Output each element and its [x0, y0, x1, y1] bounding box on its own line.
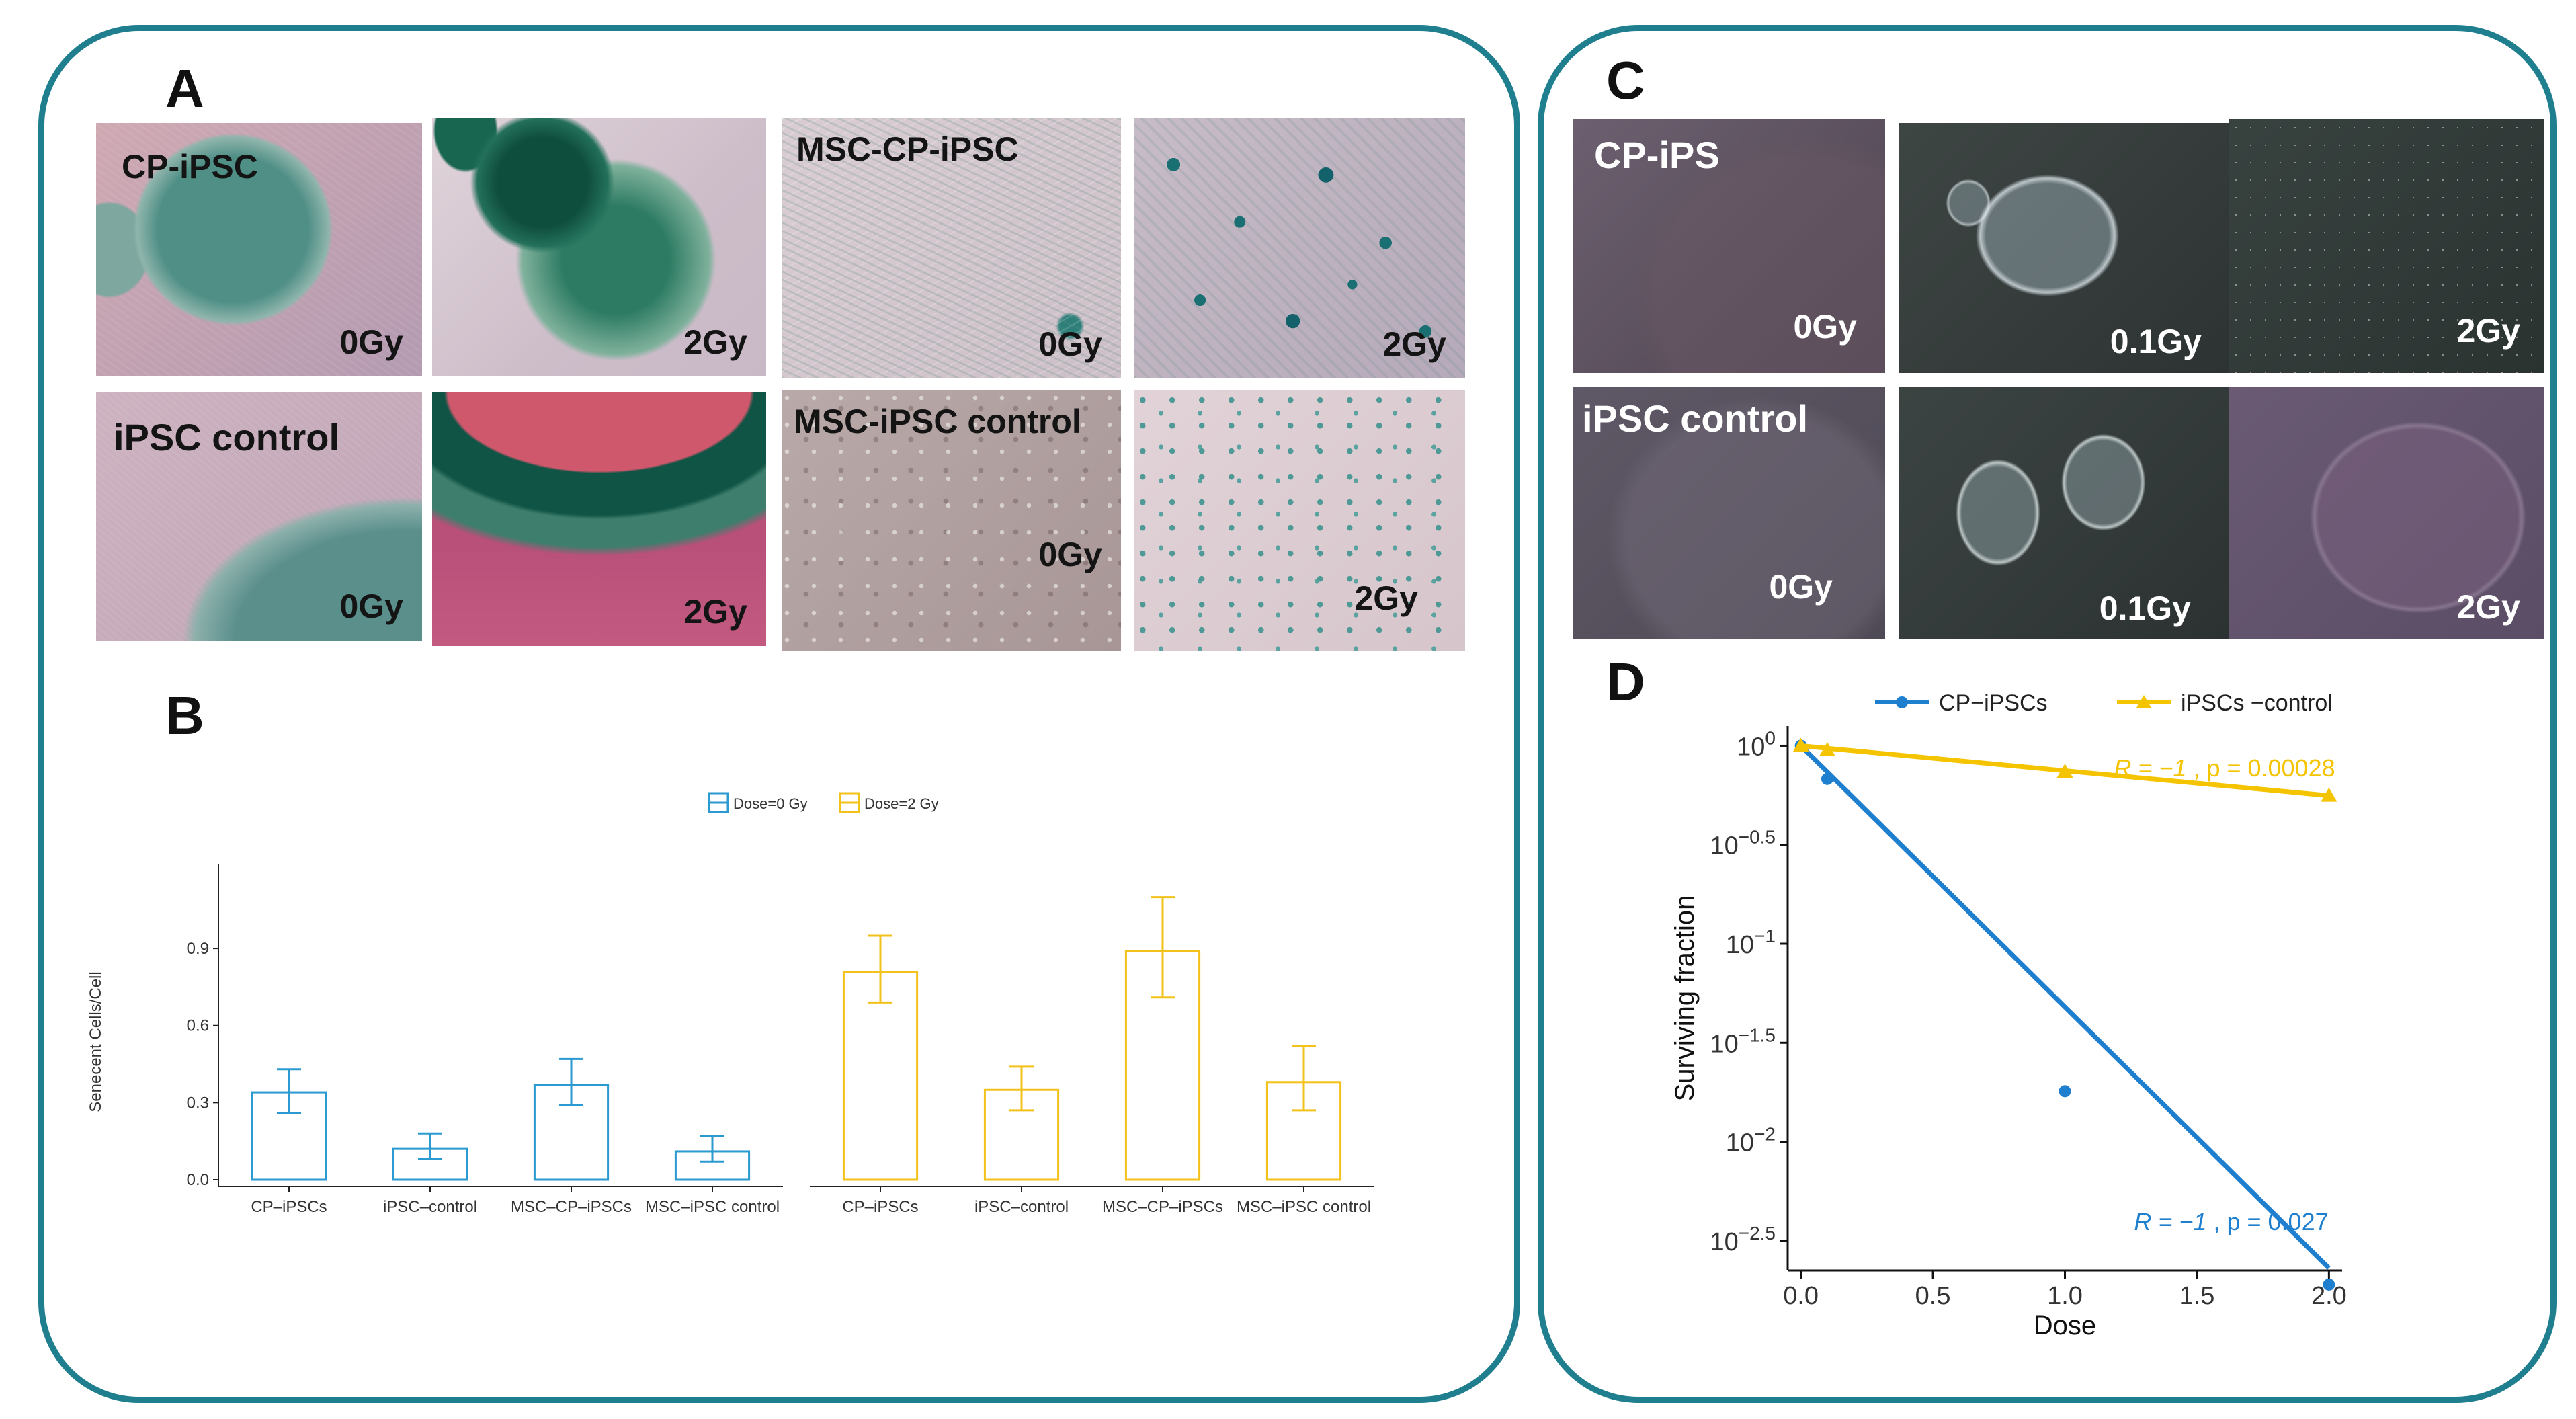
y-axis-label: Surviving fraction	[1670, 895, 1700, 1102]
micrograph-dose-label: 2Gy	[1382, 325, 1446, 363]
micrograph-group-label: CP-iPSC	[122, 148, 258, 186]
data-point	[2321, 787, 2337, 802]
data-point	[1819, 742, 1835, 757]
legend-label: iPSCs −control	[2181, 690, 2333, 716]
micrograph-cp-ipsc-2gy: 2Gy	[432, 118, 766, 376]
x-tick-label: MSC–iPSC control	[645, 1198, 780, 1216]
x-tick-label: MSC–CP–iPSCs	[511, 1198, 632, 1216]
data-point	[2323, 1278, 2335, 1291]
micrograph-dose-label: 0Gy	[1038, 536, 1102, 573]
data-point	[1792, 737, 1809, 752]
y-axis-label: Senecent Cells/Cell	[87, 971, 105, 1112]
x-tick-label: CP–iPSCs	[842, 1198, 918, 1216]
y-tick-label: 10−2	[1726, 1124, 1776, 1158]
x-tick-label: 1.5	[2179, 1282, 2215, 1310]
y-tick-label: 10−1	[1726, 926, 1776, 959]
micrograph-dose-label: 0.1Gy	[2099, 590, 2191, 627]
micrograph-dose-label: 2Gy	[683, 593, 747, 631]
panel-letter-d: D	[1606, 652, 1645, 712]
micrograph-dose-label: 0Gy	[1793, 308, 1857, 346]
panel-letter-a: A	[165, 58, 204, 118]
panel-frame-left	[38, 25, 1520, 1403]
micrograph-dose-label: 0Gy	[1769, 568, 1833, 606]
micrograph-dose-label: 2Gy	[683, 323, 747, 361]
y-tick-label: 100	[1737, 727, 1776, 761]
micrograph-dose-label: 2Gy	[2456, 312, 2520, 350]
x-tick-label: 1.0	[2047, 1282, 2083, 1310]
y-tick-label: 0.0	[187, 1171, 209, 1189]
micrograph-dose-label: 2Gy	[1354, 579, 1418, 617]
legend-key-marker	[2136, 695, 2151, 708]
micrograph-ipsc-control-0gy: iPSC control 0Gy	[96, 392, 422, 641]
micrograph-dose-label: 0Gy	[339, 323, 403, 361]
survival-line-chart: CP−iPSCs iPSCs −control 0.0 0.5 1.0 1.5 2.0Do…	[1670, 690, 2347, 1340]
chart-marks	[251, 896, 1342, 1181]
legend-label: Dose=0 Gy	[733, 795, 808, 812]
micrograph-dose-label: 2Gy	[2456, 588, 2520, 626]
data-point	[2059, 1085, 2071, 1098]
y-tick-label: 10−2.5	[1710, 1223, 1776, 1256]
legend-key-marker	[1896, 696, 1908, 708]
micrograph-group-label: iPSC control	[114, 416, 340, 458]
chart-marks: R = −1 , p = 0.027 R = −1 , p = 0.00028	[1792, 737, 2337, 1291]
y-tick-label: 0.6	[187, 1017, 209, 1035]
y-tick-label: 0.3	[187, 1094, 209, 1112]
regression-line	[1799, 743, 2331, 1270]
y-tick-label: 10−1.5	[1710, 1024, 1776, 1058]
y-tick-label: 10−0.5	[1710, 827, 1776, 860]
micrograph-group-label: iPSC control	[1582, 397, 1809, 440]
micrograph-dose-label: 0Gy	[339, 587, 403, 625]
data-point	[2056, 763, 2073, 778]
micrograph-c-ipsc-control-2gy: 2Gy	[2229, 387, 2544, 639]
micrograph-group-label: MSC-CP-iPSC	[796, 130, 1019, 168]
x-tick-label: 0.5	[1915, 1282, 1951, 1310]
panel-frame-right	[1538, 25, 2557, 1403]
panel-letter-c: C	[1606, 50, 1645, 110]
x-axis-label: Dose	[2034, 1311, 2096, 1340]
micrograph-msc-cp-ipsc-2gy: 2Gy	[1134, 118, 1465, 378]
x-tick-label: 0.0	[1783, 1282, 1819, 1310]
x-tick-label: iPSC–control	[974, 1198, 1069, 1216]
micrograph-c-ipsc-control-0.1gy: 0.1Gy	[1899, 387, 2229, 639]
correlation-annotation: R = −1 , p = 0.00028	[2114, 754, 2335, 782]
senescence-bar-chart: Dose=0 Gy Dose=2 Gy 0.0 0.3 0.6 0.9 Senecent …	[87, 792, 1374, 1216]
panel-letter-b: B	[165, 686, 204, 745]
x-tick-label: MSC–CP–iPSCs	[1102, 1198, 1223, 1216]
micrograph-c-cp-ips-0.1gy: 0.1Gy	[1899, 123, 2229, 373]
legend-label: Dose=2 Gy	[864, 795, 939, 812]
chart-legend: Dose=0 Gy Dose=2 Gy	[708, 792, 939, 813]
micrograph-c-cp-ips-0gy: CP-iPS 0Gy	[1573, 119, 1885, 373]
micrograph-msc-ipsc-control-2gy: 2Gy	[1134, 390, 1465, 651]
micrograph-group-label: CP-iPS	[1594, 134, 1720, 176]
micrograph-msc-ipsc-control-0gy: MSC-iPSC control 0Gy	[782, 390, 1121, 651]
micrograph-dose-label: 0.1Gy	[2110, 323, 2202, 360]
x-tick-label: iPSC–control	[383, 1198, 477, 1216]
micrograph-dose-label: 0Gy	[1038, 325, 1102, 363]
chart-legend: CP−iPSCs iPSCs −control	[1875, 690, 2333, 716]
micrograph-ipsc-control-2gy: 2Gy	[432, 392, 766, 646]
micrograph-cp-ipsc-0gy: CP-iPSC 0Gy	[96, 123, 422, 376]
legend-label: CP−iPSCs	[1939, 690, 2048, 716]
x-tick-label: MSC–iPSC control	[1237, 1198, 1371, 1216]
correlation-annotation: R = −1 , p = 0.027	[2134, 1208, 2328, 1235]
chart-axes: 0.0 0.3 0.6 0.9 Senecent Cells/Cell CP–iPSCs i…	[87, 864, 1374, 1216]
y-tick-label: 0.9	[187, 940, 209, 958]
chart-axes: 0.0 0.5 1.0 1.5 2.0Dose10010−0.510−110−1.510…	[1670, 726, 2347, 1340]
micrograph-c-ipsc-control-0gy: iPSC control 0Gy	[1573, 387, 1885, 639]
data-point	[1821, 772, 1833, 785]
micrograph-c-cp-ips-2gy: 2Gy	[2229, 119, 2544, 373]
micrograph-msc-cp-ipsc-0gy: MSC-CP-iPSC 0Gy	[782, 118, 1121, 378]
x-tick-label: CP–iPSCs	[251, 1198, 327, 1216]
micrograph-group-label: MSC-iPSC control	[794, 403, 1081, 440]
